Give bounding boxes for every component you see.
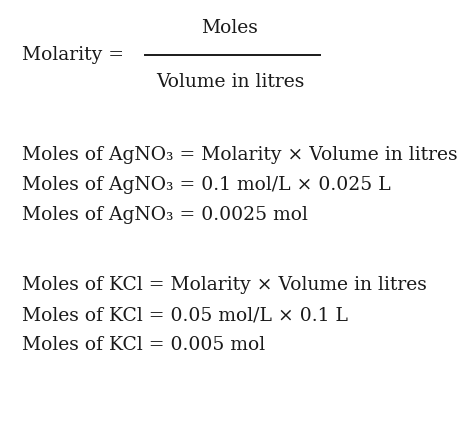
Text: Moles: Moles (202, 19, 259, 37)
Text: Moles of AgNO₃ = 0.1 mol/L × 0.025 L: Moles of AgNO₃ = 0.1 mol/L × 0.025 L (22, 176, 391, 194)
Text: Moles of KCl = 0.005 mol: Moles of KCl = 0.005 mol (22, 336, 265, 354)
Text: Moles of KCl = 0.05 mol/L × 0.1 L: Moles of KCl = 0.05 mol/L × 0.1 L (22, 306, 348, 324)
Text: Moles of AgNO₃ = Molarity × Volume in litres: Moles of AgNO₃ = Molarity × Volume in li… (22, 146, 458, 164)
Text: Volume in litres: Volume in litres (156, 73, 304, 91)
Text: Molarity =: Molarity = (22, 46, 130, 64)
Text: Moles of KCl = Molarity × Volume in litres: Moles of KCl = Molarity × Volume in litr… (22, 276, 427, 294)
Text: Moles of AgNO₃ = 0.0025 mol: Moles of AgNO₃ = 0.0025 mol (22, 206, 308, 224)
